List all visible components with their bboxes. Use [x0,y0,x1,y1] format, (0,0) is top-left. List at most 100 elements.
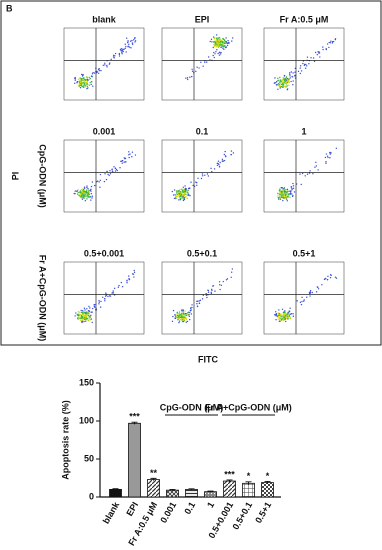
event-dot [291,187,293,190]
event-dot [288,196,290,198]
event-dot [119,167,121,169]
event-dot [77,310,79,313]
event-dot [88,196,90,198]
event-dot [185,77,187,79]
y-axis-label: PI [10,172,20,181]
event-dot [282,191,284,193]
event-dot [83,307,86,309]
event-dot [174,317,177,320]
event-dot [210,288,213,291]
error-bar [150,477,157,481]
event-dot [91,195,94,197]
event-dot [301,300,303,303]
event-dot [231,37,234,39]
event-dot [211,170,213,173]
event-dot [292,72,294,74]
event-dot [279,82,282,85]
event-dot [281,79,283,81]
event-dot [79,190,82,192]
event-dot [275,314,277,317]
event-dot [129,153,131,155]
event-dot [93,304,95,306]
group-label: CpG-ODN (μM) [160,402,224,412]
significance: ** [150,468,158,478]
event-dot [124,43,126,45]
event-dot [287,193,290,196]
event-dot [86,87,88,90]
event-dot [175,197,177,200]
event-dot [99,173,102,176]
event-dot [79,194,82,197]
event-dot [105,178,108,181]
event-dot [85,189,88,191]
event-dot [195,70,197,73]
event-dot [207,291,210,293]
event-dot [180,194,182,196]
event-dot [113,287,116,290]
event-dot [172,194,175,196]
event-dot [83,320,85,323]
y-tick-label: 100 [79,415,94,425]
event-dot [73,192,75,195]
event-dot [106,66,108,68]
event-dot [177,317,179,320]
event-dot [92,307,94,310]
event-dot [210,292,213,295]
event-dot [74,315,76,317]
event-dot [178,196,181,199]
event-dot [202,65,204,67]
event-dot [329,157,331,159]
event-dot [87,197,89,199]
plot-title: Fr A:0.5 μM [280,14,329,24]
event-dot [281,196,283,198]
event-dot [284,194,287,197]
event-dot [292,313,294,315]
x-tick-label: 0.001 [158,500,178,525]
event-dot [215,40,218,42]
event-dot [116,169,119,172]
event-dot [85,84,87,86]
event-dot [83,84,85,86]
event-dot [297,70,300,73]
event-dot [130,47,132,49]
event-dot [88,84,91,86]
event-dot [218,166,221,168]
event-dot [175,195,177,197]
event-dot [225,46,228,48]
event-dot [131,151,134,153]
event-dot [88,316,90,319]
event-dot [330,274,332,277]
event-dot [189,311,191,314]
event-dot [305,65,308,67]
event-dot [189,76,191,78]
event-dot [187,187,190,190]
event-dot [304,175,306,177]
event-dot [128,46,131,48]
plot-frame [63,27,145,101]
event-dot [228,41,230,44]
event-dot [81,320,83,322]
event-dot [285,189,287,192]
event-dot [286,200,289,202]
event-dot [133,276,135,278]
event-dot [288,190,290,192]
event-dot [281,315,283,317]
event-dot [304,67,307,69]
bar [223,480,236,498]
event-dot [288,195,290,197]
event-dot [121,162,123,164]
significance: *** [224,469,235,479]
event-dot [90,83,92,86]
event-dot [223,159,226,162]
event-dot [283,318,285,320]
event-dot [89,77,91,80]
event-dot [284,192,286,194]
event-dot [94,184,96,187]
event-dot [329,42,332,44]
event-dot [328,46,330,49]
event-dot [109,170,111,172]
event-dot [180,314,183,316]
plot-title: 0.5+1 [293,248,316,258]
event-dot [91,197,93,199]
event-dot [289,307,291,309]
